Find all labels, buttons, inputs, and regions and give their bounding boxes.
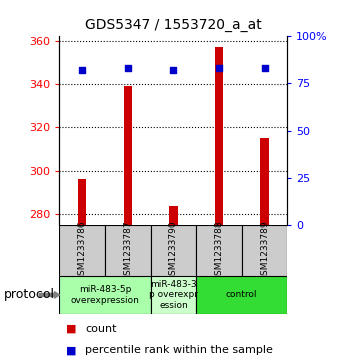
Bar <box>196 276 287 314</box>
Text: protocol: protocol <box>3 289 54 301</box>
Bar <box>151 225 196 276</box>
Bar <box>59 225 105 276</box>
Text: GSM1233789: GSM1233789 <box>260 220 269 281</box>
Bar <box>260 138 269 225</box>
Text: GSM1233786: GSM1233786 <box>78 220 87 281</box>
Bar <box>105 225 151 276</box>
Bar <box>124 86 132 225</box>
Point <box>216 65 222 71</box>
Text: GSM1233788: GSM1233788 <box>215 220 223 281</box>
Point <box>262 65 267 71</box>
Text: percentile rank within the sample: percentile rank within the sample <box>85 345 273 355</box>
Bar <box>59 276 151 314</box>
Text: miR-483-3
p overexpr
ession: miR-483-3 p overexpr ession <box>149 280 198 310</box>
Text: GSM1233787: GSM1233787 <box>123 220 132 281</box>
Text: miR-483-5p
overexpression: miR-483-5p overexpression <box>71 285 139 305</box>
Bar <box>78 179 86 225</box>
Title: GDS5347 / 1553720_a_at: GDS5347 / 1553720_a_at <box>85 19 262 33</box>
Text: GSM1233790: GSM1233790 <box>169 220 178 281</box>
Text: ■: ■ <box>66 345 76 355</box>
Text: count: count <box>85 323 117 334</box>
Bar <box>151 276 196 314</box>
Point <box>171 68 176 73</box>
Text: control: control <box>226 290 257 299</box>
Point <box>125 65 131 71</box>
Bar <box>215 47 223 225</box>
Point <box>80 68 85 73</box>
Text: ■: ■ <box>66 323 76 334</box>
Bar <box>196 225 242 276</box>
Bar <box>242 225 287 276</box>
Bar <box>169 205 177 225</box>
